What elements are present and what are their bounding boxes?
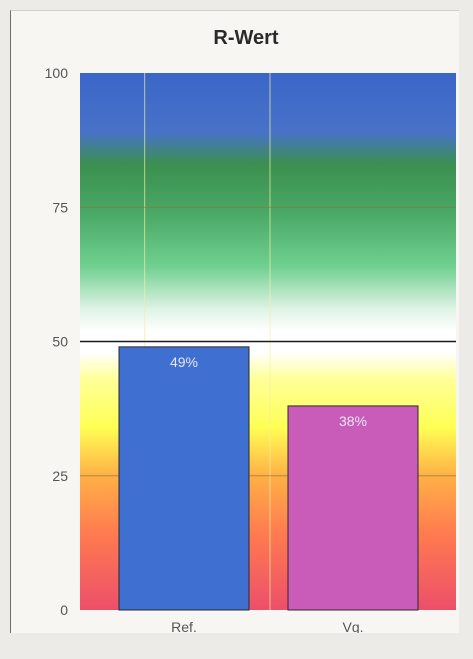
y-tick-label: 25: [52, 468, 68, 484]
y-tick-label: 75: [52, 199, 68, 215]
bar-ref: [118, 346, 250, 611]
data-label: 38%: [339, 413, 367, 429]
chart-frame: R-Wert 0 25 50 75 100 Ref. Vg. 49% 38%: [10, 10, 459, 633]
y-tick-label: 50: [52, 334, 68, 350]
data-label: 49%: [170, 354, 198, 370]
x-tick-label: Ref.: [171, 619, 197, 633]
bar-series: [118, 346, 419, 611]
bar-vg: [287, 405, 419, 611]
data-labels: 49% 38%: [170, 354, 367, 429]
x-axis-ticks: Ref. Vg.: [171, 619, 363, 633]
r-wert-chart: R-Wert 0 25 50 75 100 Ref. Vg. 49% 38%: [45, 27, 456, 633]
x-tick-label: Vg.: [342, 619, 363, 633]
chart-title: R-Wert: [213, 27, 279, 49]
y-tick-label: 0: [60, 602, 68, 618]
y-tick-label: 100: [45, 65, 69, 81]
y-axis-ticks: 0 25 50 75 100: [45, 65, 69, 618]
